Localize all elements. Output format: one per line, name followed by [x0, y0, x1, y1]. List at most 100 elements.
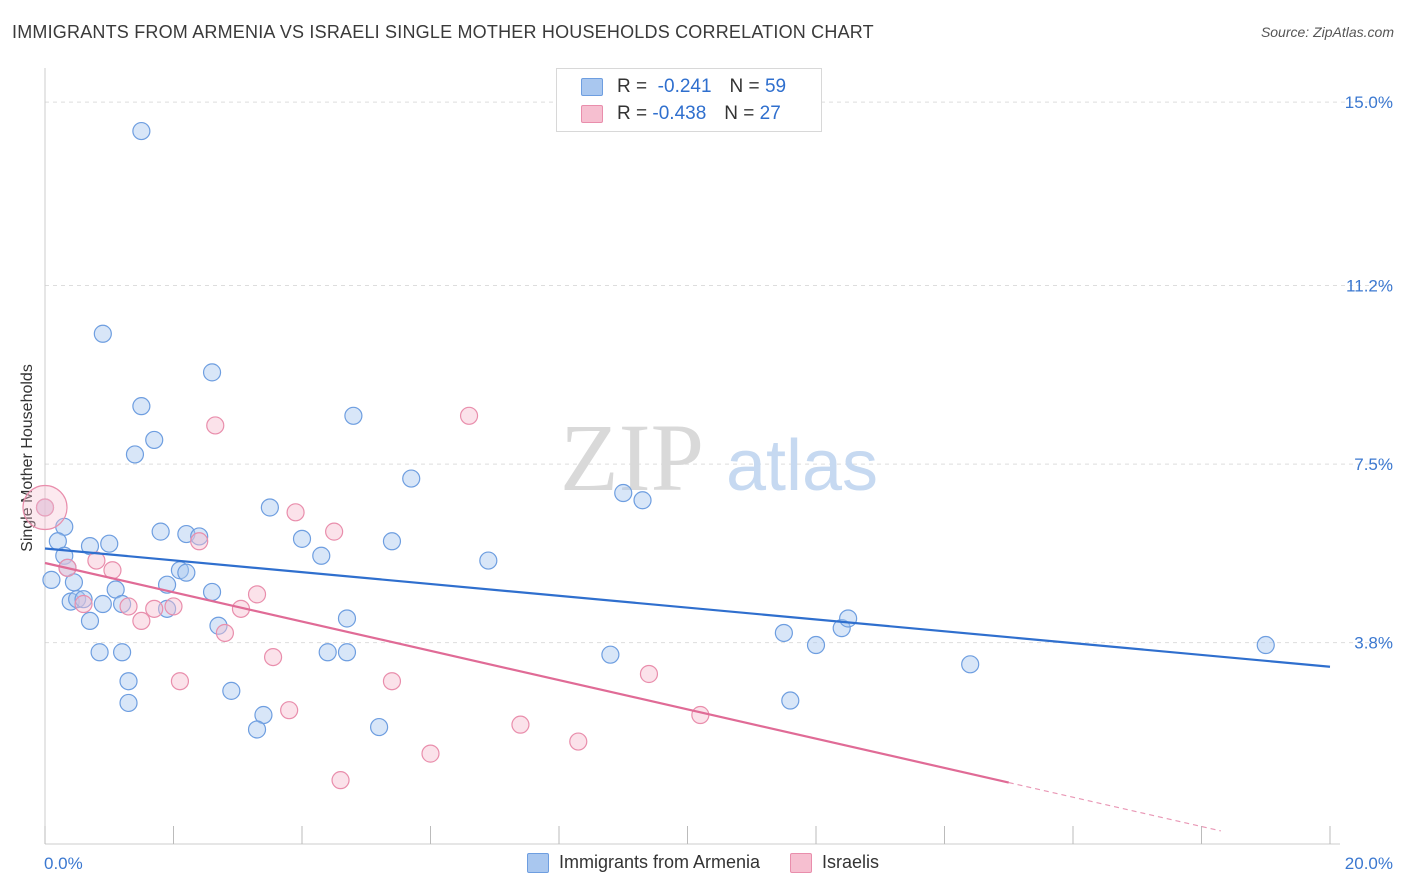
armenia-point	[209, 616, 228, 635]
armenia-point	[132, 397, 151, 416]
series-label-armenia: Immigrants from Armenia	[558, 852, 761, 872]
source-label: Source: ZipAtlas.com	[1260, 24, 1394, 40]
armenia-point	[344, 406, 363, 425]
series-legend-armenia[interactable]: Immigrants from Armenia	[526, 852, 761, 873]
israelis-point	[639, 664, 659, 684]
series-legend-israelis[interactable]: Israelis	[790, 852, 879, 873]
y-tick-label: 7.5%	[1354, 455, 1393, 474]
armenia-point	[382, 532, 402, 551]
armenia-point	[479, 551, 498, 570]
israelis-point	[119, 597, 138, 616]
legend-swatch-israelis	[581, 105, 603, 123]
armenia-point	[614, 483, 633, 503]
armenia-point	[337, 609, 357, 628]
israelis-point	[421, 744, 440, 763]
series-swatch-israelis	[790, 852, 813, 873]
armenia-point	[292, 529, 312, 548]
armenia-point	[112, 643, 132, 662]
y-tick-label: 3.8%	[1354, 634, 1393, 653]
israelis-point	[74, 594, 93, 614]
israelis-point	[280, 701, 299, 720]
armenia-point	[318, 643, 337, 662]
y-tick-label: 11.2%	[1346, 277, 1393, 296]
armenia-point	[961, 655, 980, 674]
legend-r-label: R =	[617, 76, 648, 97]
tick-labels: 3.8% 7.5% 11.2% 15.0% 0.0% 20.0%	[44, 93, 1393, 873]
israelis-point	[286, 503, 305, 522]
armenia-point	[260, 498, 279, 517]
chart-title: IMMIGRANTS FROM ARMENIA VS ISRAELI SINGL…	[12, 22, 874, 42]
axes	[44, 68, 1340, 845]
legend-n-value: 59	[764, 76, 787, 97]
x-tick-label: 0.0%	[44, 854, 83, 873]
armenia-point	[1256, 635, 1275, 655]
israelis-point	[331, 771, 350, 790]
israelis-point	[164, 597, 183, 616]
armenia-point	[312, 546, 331, 565]
armenia-point	[633, 491, 652, 510]
legend-n-value: 27	[759, 103, 781, 124]
grid-lines	[45, 101, 1392, 644]
armenia-point	[337, 643, 357, 662]
armenia-point	[202, 582, 222, 602]
watermark-atlas: atlas	[726, 426, 878, 506]
legend-row-armenia: R = -0.241 N = 59	[581, 75, 786, 99]
legend-r-value: -0.241	[657, 76, 712, 97]
armenia-point	[100, 534, 119, 553]
armenia-point	[601, 645, 620, 664]
armenia-point	[832, 619, 851, 638]
x-tick-label: 20.0%	[1345, 854, 1393, 873]
israelis-point	[170, 672, 190, 691]
legend-n-label: N =	[724, 103, 755, 124]
armenia-point	[119, 693, 138, 713]
legend-row-israelis: R = -0.438 N = 27	[581, 102, 781, 126]
armenia-point	[781, 691, 800, 710]
series-swatch-armenia	[526, 852, 549, 873]
series-legend: Immigrants from Armenia Israelis	[0, 852, 1406, 873]
armenia-point	[202, 363, 222, 382]
israelis-point	[325, 522, 344, 541]
legend-n-label: N =	[729, 76, 760, 97]
watermark: ZIP atlas	[560, 404, 878, 511]
armenia-point	[806, 635, 826, 655]
israelis-point	[511, 715, 530, 734]
israelis-point	[215, 623, 234, 643]
trend-lines	[44, 547, 1331, 832]
israelis-point	[87, 551, 106, 570]
armenia-point	[119, 672, 138, 691]
israelis-point	[691, 705, 710, 725]
armenia-point	[125, 445, 145, 464]
armenia-point	[839, 609, 858, 628]
israelis-point	[206, 416, 225, 435]
armenia-point	[222, 681, 241, 700]
armenia-point	[190, 527, 209, 546]
israelis-large-point	[22, 484, 68, 531]
israelis-trend-line	[44, 561, 1009, 784]
israelis-trend-extension	[1008, 781, 1221, 832]
armenia-point	[370, 717, 389, 737]
israelis-point	[132, 611, 151, 631]
armenia-point	[80, 611, 100, 631]
armenia-point	[132, 121, 151, 141]
y-tick-label: 15.0%	[1345, 93, 1393, 112]
israelis-point	[263, 647, 283, 667]
armenia-point	[151, 522, 170, 541]
armenia-trend-line	[44, 547, 1331, 668]
israelis-point	[35, 498, 55, 517]
armenia-point	[402, 469, 421, 488]
series-label-israelis: Israelis	[822, 852, 880, 872]
israelis-point	[145, 599, 164, 618]
armenia-point	[93, 594, 112, 614]
armenia-point	[93, 324, 112, 343]
legend-r-value: -0.438	[652, 103, 707, 124]
armenia-point	[177, 563, 196, 582]
stats-legend: R = -0.241 N = 59 R = -0.438 N = 27	[556, 68, 822, 132]
armenia-point	[74, 590, 93, 609]
israelis-point	[382, 672, 402, 691]
legend-r-label: R =	[617, 103, 648, 124]
israelis-point	[459, 406, 479, 425]
legend-swatch-armenia	[581, 78, 603, 96]
israelis-point	[247, 585, 267, 604]
armenia-point	[145, 430, 164, 450]
